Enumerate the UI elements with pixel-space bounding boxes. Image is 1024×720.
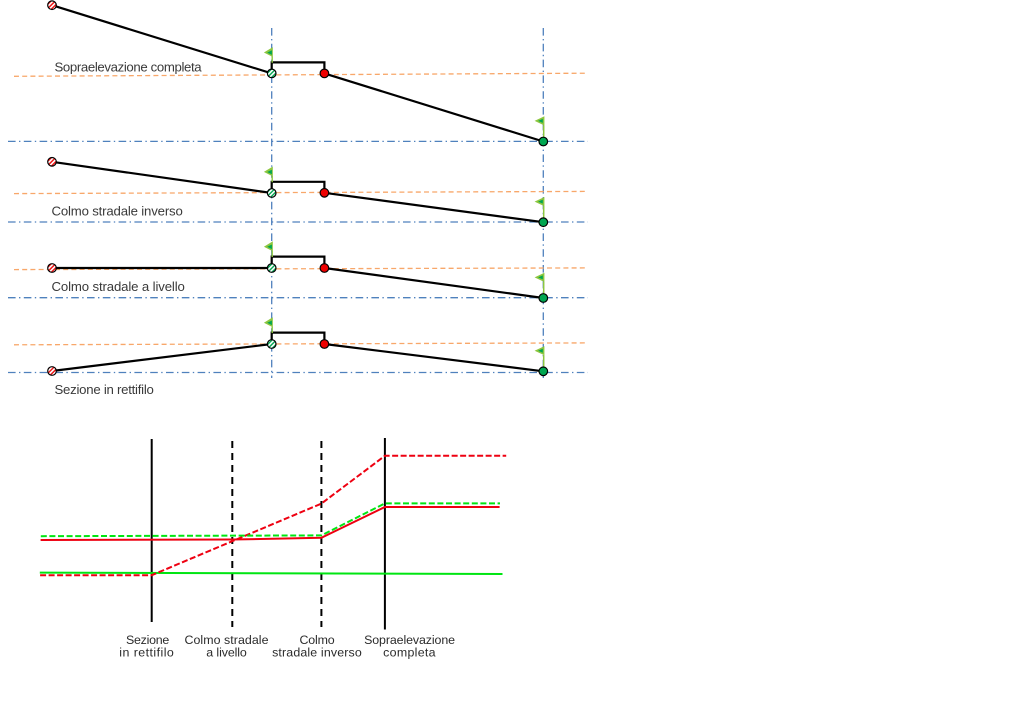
svg-text:Sopraelevazione completa: Sopraelevazione completa xyxy=(55,59,203,74)
svg-text:a livello: a livello xyxy=(206,645,247,659)
svg-text:Colmo stradale a livello: Colmo stradale a livello xyxy=(52,279,185,294)
svg-text:Sezione in rettifilo: Sezione in rettifilo xyxy=(55,382,154,397)
svg-text:Colmo stradale: Colmo stradale xyxy=(184,633,268,647)
svg-text:completa: completa xyxy=(383,645,436,659)
svg-text:Sopraelevazione: Sopraelevazione xyxy=(364,633,455,647)
svg-text:stradale inverso: stradale inverso xyxy=(272,645,362,659)
svg-text:Colmo: Colmo xyxy=(299,633,334,647)
svg-text:Colmo stradale inverso: Colmo stradale inverso xyxy=(52,204,183,219)
svg-text:Sezione: Sezione xyxy=(126,633,169,647)
svg-text:in rettifilo: in rettifilo xyxy=(119,645,174,659)
